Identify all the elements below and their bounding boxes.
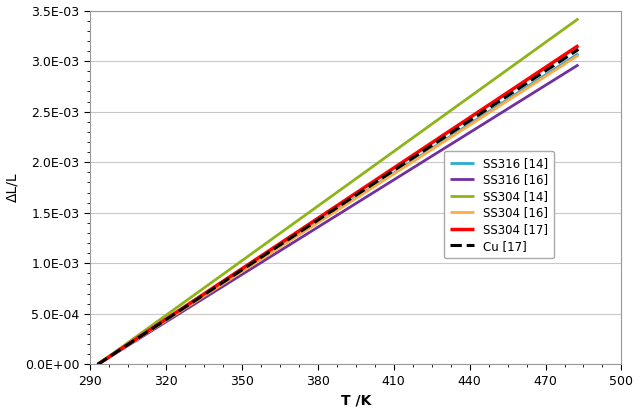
SS304 [14] xyxy=(443,111,451,116)
Cu [17] xyxy=(284,237,292,242)
SS316 [16] xyxy=(151,326,159,331)
SS316 [16] xyxy=(94,362,102,367)
Cu [17] xyxy=(396,164,404,169)
SS316 [14] xyxy=(151,325,159,330)
SS304 [17] xyxy=(94,362,102,367)
SS304 [14] xyxy=(151,320,159,325)
Line: SS304 [14]: SS304 [14] xyxy=(98,19,578,364)
SS316 [16] xyxy=(574,62,582,67)
SS316 [16] xyxy=(250,264,258,269)
Line: SS304 [16]: SS304 [16] xyxy=(98,55,578,364)
SS304 [17] xyxy=(250,258,258,263)
SS316 [14] xyxy=(441,138,449,142)
SS316 [16] xyxy=(284,243,292,248)
Cu [17] xyxy=(574,47,582,52)
Line: SS304 [17]: SS304 [17] xyxy=(98,45,578,364)
Cu [17] xyxy=(441,135,449,140)
Cu [17] xyxy=(94,362,102,367)
SS304 [14] xyxy=(396,145,404,150)
SS316 [16] xyxy=(441,146,449,151)
SS304 [17] xyxy=(396,161,404,166)
SS304 [16] xyxy=(574,53,582,58)
SS316 [16] xyxy=(443,144,451,149)
SS304 [16] xyxy=(441,139,449,144)
SS316 [14] xyxy=(250,261,258,266)
SS304 [17] xyxy=(151,324,159,329)
SS316 [14] xyxy=(443,136,451,141)
Line: Cu [17]: Cu [17] xyxy=(98,50,578,364)
SS304 [17] xyxy=(441,132,449,137)
SS304 [14] xyxy=(441,112,449,117)
SS316 [14] xyxy=(284,239,292,244)
SS304 [16] xyxy=(396,167,404,172)
SS304 [16] xyxy=(94,362,102,367)
Cu [17] xyxy=(443,133,451,138)
SS316 [14] xyxy=(94,362,102,367)
SS304 [14] xyxy=(250,249,258,254)
Line: SS316 [14]: SS316 [14] xyxy=(98,54,578,364)
SS316 [16] xyxy=(396,173,404,178)
Cu [17] xyxy=(151,324,159,329)
SS304 [17] xyxy=(574,43,582,48)
SS304 [16] xyxy=(443,137,451,142)
Line: SS316 [16]: SS316 [16] xyxy=(98,65,578,364)
SS304 [14] xyxy=(94,362,102,367)
SS316 [14] xyxy=(574,51,582,56)
Y-axis label: ΔL/L: ΔL/L xyxy=(6,173,20,202)
SS316 [14] xyxy=(396,166,404,171)
SS304 [17] xyxy=(443,130,451,135)
SS304 [14] xyxy=(574,16,582,21)
SS304 [14] xyxy=(284,225,292,230)
SS304 [17] xyxy=(284,236,292,241)
Cu [17] xyxy=(250,259,258,264)
X-axis label: T /K: T /K xyxy=(341,394,371,408)
SS304 [16] xyxy=(151,325,159,330)
SS304 [16] xyxy=(284,240,292,244)
Legend: SS316 [14], SS316 [16], SS304 [14], SS304 [16], SS304 [17], Cu [17]: SS316 [14], SS316 [16], SS304 [14], SS30… xyxy=(444,151,554,259)
SS304 [16] xyxy=(250,261,258,266)
